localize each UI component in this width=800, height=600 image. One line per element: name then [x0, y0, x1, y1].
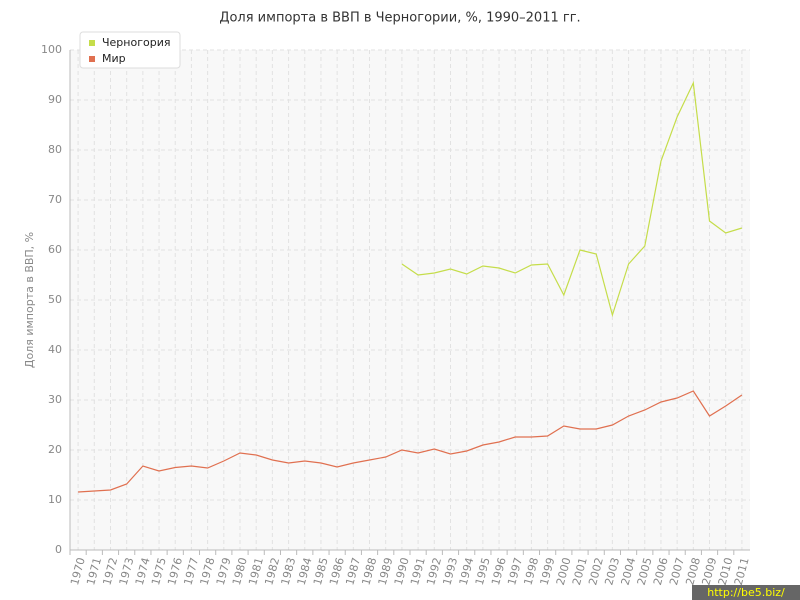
y-tick-label: 0	[55, 543, 62, 556]
y-axis-label: Доля импорта в ВВП, %	[23, 232, 36, 368]
y-tick-label: 30	[48, 393, 62, 406]
y-tick-label: 40	[48, 343, 62, 356]
y-tick-label: 50	[48, 293, 62, 306]
y-tick-label: 80	[48, 143, 62, 156]
y-tick-label: 20	[48, 443, 62, 456]
y-tick-label: 10	[48, 493, 62, 506]
legend-label: Мир	[102, 52, 126, 65]
y-tick-label: 70	[48, 193, 62, 206]
y-tick-label: 60	[48, 243, 62, 256]
watermark-bg	[692, 585, 800, 600]
legend-swatch	[89, 56, 95, 62]
watermark: http://be5.biz/	[707, 586, 785, 599]
y-tick-label: 90	[48, 93, 62, 106]
legend-box	[79, 31, 181, 69]
legend-label: Черногория	[102, 36, 170, 49]
series-line	[401, 80, 743, 318]
series-line	[78, 390, 743, 493]
legend: Черногория Мир	[79, 31, 181, 69]
chart-title: Доля импорта в ВВП в Черногории, %, 1990…	[219, 11, 580, 26]
legend-swatch	[89, 40, 95, 46]
y-tick-label: 100	[41, 43, 62, 56]
